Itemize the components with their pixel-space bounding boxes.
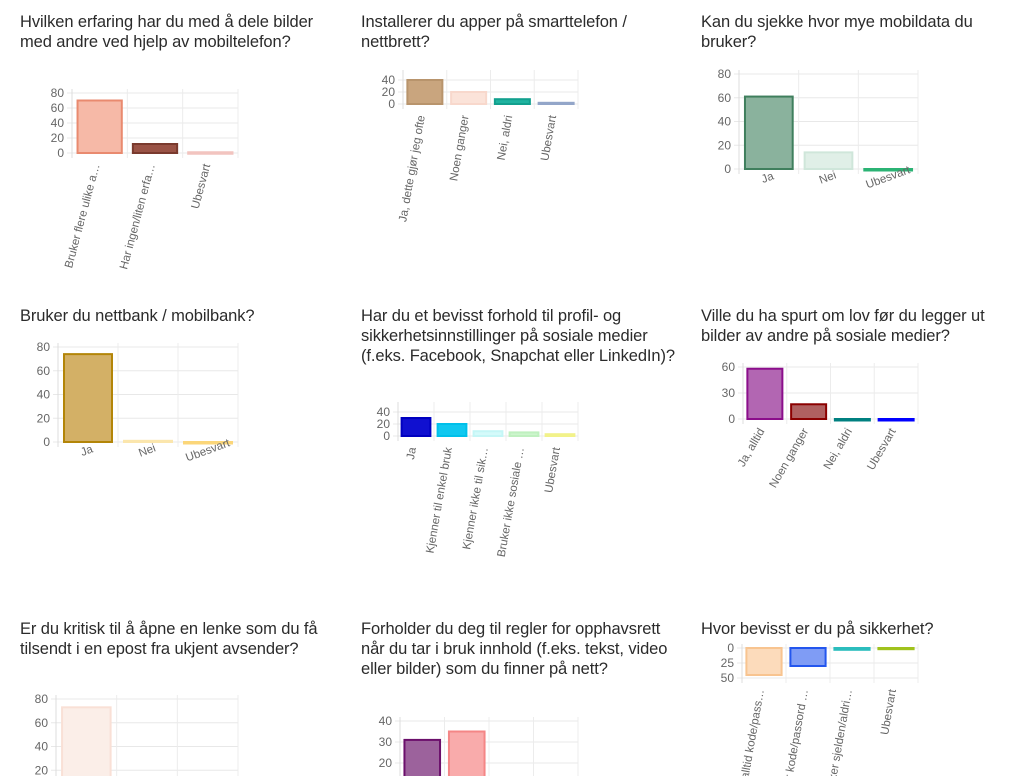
bar[interactable] (63, 353, 113, 443)
chart-title: Har du et bevisst forhold til profil- og… (361, 307, 675, 365)
chart-panel: Forholder du deg til regler for opphavsr… (361, 619, 681, 679)
x-tick-label: Nei (137, 442, 157, 459)
bar[interactable] (863, 168, 914, 172)
bar[interactable] (508, 431, 540, 437)
bar[interactable] (183, 441, 233, 445)
y-tick-label: 40 (379, 714, 393, 728)
chart-title: Bruker du nettbank / mobilbank? (20, 307, 255, 325)
chart-panel: Er du kritisk til å åpne en lenke som du… (20, 619, 340, 659)
y-tick-label: 40 (382, 73, 396, 87)
x-tick-label: Ubesvart (879, 688, 899, 736)
x-tick-label: Ja (79, 443, 95, 459)
chart-panel: Bruker du nettbank / mobilbank? (20, 306, 340, 326)
chart-title: Installerer du apper på smarttelefon / n… (361, 13, 627, 51)
y-tick-label: 0 (728, 412, 735, 426)
bar[interactable] (406, 79, 444, 105)
chart-panel: Installerer du apper på smarttelefon / n… (361, 12, 681, 52)
y-tick-label: 20 (379, 756, 393, 770)
x-tick-label: Ja (760, 170, 776, 186)
x-tick-label: Ja (405, 446, 419, 461)
bar[interactable] (537, 101, 575, 106)
chart-title: Ville du ha spurt om lov før du legger u… (701, 307, 985, 345)
y-tick-label: 0 (383, 429, 390, 443)
y-tick-label: 20 (377, 417, 391, 431)
bar[interactable] (76, 99, 123, 154)
y-tick-label: 0 (57, 146, 64, 160)
bar[interactable] (187, 151, 234, 155)
y-tick-label: 20 (51, 131, 65, 145)
bar[interactable] (745, 647, 783, 676)
y-tick-label: 40 (51, 116, 65, 130)
y-tick-label: 80 (37, 340, 51, 354)
chart-panel: Har du et bevisst forhold til profil- og… (361, 306, 681, 366)
x-tick-label: Bruker kode/passord … (778, 688, 811, 776)
y-tick-label: 30 (379, 735, 393, 749)
bar[interactable] (493, 98, 531, 105)
chart-title: Kan du sjekke hvor mye mobildata du bruk… (701, 13, 973, 51)
y-tick-label: 0 (727, 641, 734, 655)
y-tick-label: 40 (377, 405, 391, 419)
chart-title: Er du kritisk til å åpne en lenke som du… (20, 620, 318, 658)
y-tick-label: 20 (35, 763, 49, 776)
y-tick-label: 50 (721, 671, 735, 685)
y-tick-label: 80 (35, 692, 49, 706)
chart-panel: Ville du ha spurt om lov før du legger u… (701, 306, 1021, 346)
y-tick-label: 40 (718, 115, 732, 129)
chart-title: Hvilken erfaring har du med å dele bilde… (20, 13, 314, 51)
bar[interactable] (833, 647, 871, 651)
bar[interactable] (877, 418, 915, 422)
y-tick-label: 20 (382, 85, 396, 99)
bar[interactable] (450, 91, 488, 105)
y-tick-label: 0 (724, 162, 731, 176)
chart-panel: Hvilken erfaring har du med å dele bilde… (20, 12, 340, 52)
x-tick-label: Bruker sjelden/aldri… (824, 688, 855, 776)
chart-panel: Hvor bevisst er du på sikkerhet? (701, 619, 1021, 639)
y-tick-label: 0 (388, 97, 395, 111)
y-tick-label: 40 (35, 740, 49, 754)
chart-title: Forholder du deg til regler for opphavsr… (361, 620, 668, 678)
bar[interactable] (789, 647, 827, 667)
chart-panel: Kan du sjekke hvor mye mobildata du bruk… (701, 12, 1021, 52)
bar[interactable] (447, 730, 486, 776)
bar[interactable] (436, 423, 468, 437)
chart-title: Hvor bevisst er du på sikkerhet? (701, 620, 934, 638)
x-tick-label: Nei (818, 169, 838, 186)
bar[interactable] (877, 647, 915, 651)
bar[interactable] (544, 433, 576, 438)
y-tick-label: 60 (718, 91, 732, 105)
y-tick-label: 60 (35, 716, 49, 730)
bar[interactable] (403, 738, 442, 776)
bar[interactable] (746, 367, 784, 421)
bar[interactable] (472, 430, 504, 438)
y-tick-label: 60 (51, 101, 65, 115)
bar[interactable] (803, 151, 854, 170)
y-tick-label: 25 (721, 656, 735, 670)
y-tick-label: 30 (722, 386, 736, 400)
bar[interactable] (833, 418, 871, 422)
y-tick-label: 40 (37, 388, 51, 402)
x-tick-label: Har alltid kode/pass… (736, 688, 767, 776)
bar[interactable] (61, 706, 112, 776)
y-tick-label: 20 (37, 411, 51, 425)
y-tick-label: 20 (718, 138, 732, 152)
y-tick-label: 60 (37, 364, 51, 378)
y-tick-label: 60 (722, 360, 736, 374)
bar[interactable] (400, 417, 432, 437)
y-tick-label: 80 (718, 67, 732, 81)
y-tick-label: 0 (43, 435, 50, 449)
bar[interactable] (123, 439, 173, 443)
bar[interactable] (743, 95, 794, 170)
bar[interactable] (131, 143, 179, 154)
y-tick-label: 80 (51, 86, 65, 100)
bar[interactable] (790, 403, 828, 420)
